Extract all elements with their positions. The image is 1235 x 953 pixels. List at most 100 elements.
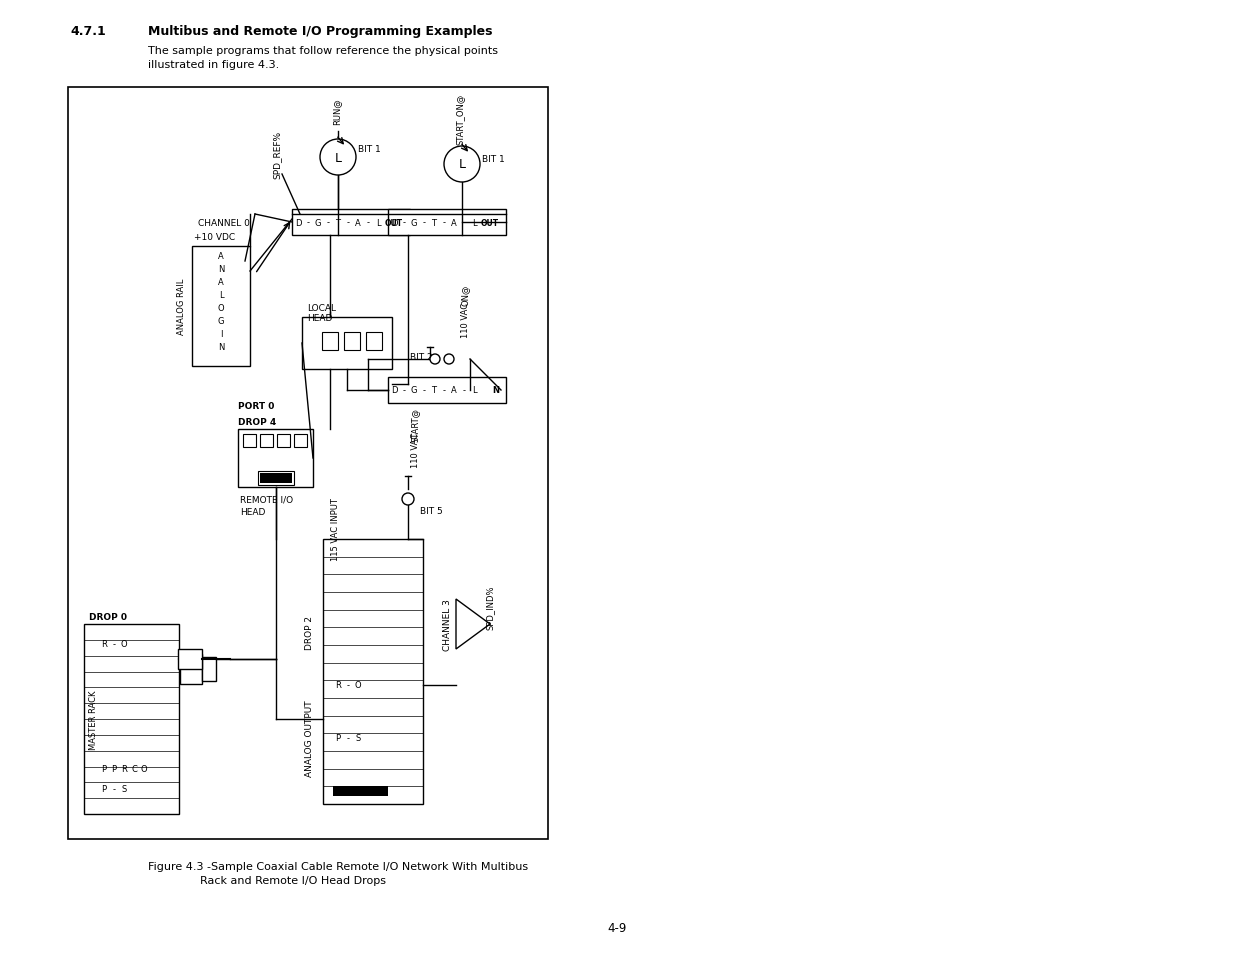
Bar — [180, 655, 203, 684]
Text: -: - — [306, 218, 310, 227]
Text: The sample programs that follow reference the physical points: The sample programs that follow referenc… — [148, 46, 498, 56]
Bar — [258, 472, 294, 485]
Text: -: - — [422, 386, 426, 395]
Text: CHANNEL 0: CHANNEL 0 — [198, 219, 249, 228]
Text: T: T — [431, 386, 436, 395]
Text: O: O — [141, 764, 147, 774]
Text: C: C — [131, 764, 137, 774]
Text: CHANNEL 3: CHANNEL 3 — [443, 598, 452, 650]
Bar — [388, 210, 506, 235]
Text: -: - — [326, 218, 330, 227]
Bar — [277, 435, 290, 448]
Text: Multibus and Remote I/O Programming Examples: Multibus and Remote I/O Programming Exam… — [148, 25, 493, 38]
Text: S: S — [121, 784, 127, 794]
Text: 4.7.1: 4.7.1 — [70, 25, 106, 38]
Bar — [203, 658, 216, 681]
Text: HEAD: HEAD — [308, 314, 332, 323]
Text: P: P — [101, 784, 106, 794]
Text: DROP 2: DROP 2 — [305, 615, 314, 649]
Circle shape — [445, 147, 480, 183]
Text: -: - — [347, 734, 350, 742]
Bar — [178, 649, 203, 669]
Text: -: - — [112, 639, 116, 649]
Text: -: - — [403, 386, 405, 395]
Bar — [366, 333, 382, 351]
Text: PORT 0: PORT 0 — [238, 401, 274, 411]
Text: R: R — [101, 639, 107, 649]
Text: D: D — [390, 218, 398, 227]
Text: N: N — [217, 343, 225, 352]
Text: -: - — [462, 386, 466, 395]
Text: -: - — [347, 218, 350, 227]
Text: Rack and Remote I/O Head Drops: Rack and Remote I/O Head Drops — [200, 875, 387, 885]
Bar — [345, 333, 359, 351]
Bar — [294, 435, 308, 448]
Text: OUT: OUT — [385, 218, 403, 227]
Text: -: - — [347, 680, 350, 690]
Text: O: O — [217, 304, 225, 314]
Text: ANALOG OUTPUT: ANALOG OUTPUT — [305, 700, 314, 777]
Text: A: A — [356, 218, 361, 227]
Text: L: L — [219, 292, 224, 300]
Text: 110 VAC: 110 VAC — [410, 432, 420, 467]
Bar — [388, 377, 506, 403]
Bar — [243, 435, 256, 448]
Bar — [238, 430, 312, 488]
Text: D: D — [390, 386, 398, 395]
Text: Figure 4.3 -Sample Coaxial Cable Remote I/O Network With Multibus: Figure 4.3 -Sample Coaxial Cable Remote … — [148, 862, 529, 871]
Text: L: L — [375, 218, 380, 227]
Text: RUN@: RUN@ — [332, 98, 341, 125]
Bar — [324, 539, 424, 804]
Text: N: N — [493, 386, 499, 395]
Text: R: R — [335, 680, 341, 690]
Text: G: G — [217, 317, 225, 326]
Bar — [333, 786, 388, 796]
Text: -: - — [442, 386, 446, 395]
Text: A: A — [451, 218, 457, 227]
Text: A: A — [451, 386, 457, 395]
Text: T: T — [431, 218, 436, 227]
Bar — [261, 435, 273, 448]
Text: 115 VAC INPUT: 115 VAC INPUT — [331, 498, 340, 561]
Text: P: P — [336, 734, 341, 742]
Text: BIT 1: BIT 1 — [358, 146, 380, 154]
Text: L: L — [472, 386, 477, 395]
Bar — [68, 88, 548, 840]
Text: -: - — [422, 218, 426, 227]
Text: DROP 0: DROP 0 — [89, 613, 127, 621]
Text: START_ON@: START_ON@ — [456, 93, 466, 145]
Text: DROP 4: DROP 4 — [238, 417, 277, 427]
Text: BIT 2: BIT 2 — [410, 354, 432, 362]
Text: P: P — [111, 764, 116, 774]
Text: BIT 1: BIT 1 — [482, 155, 505, 164]
Text: A: A — [219, 278, 224, 287]
Text: SPD_REF%: SPD_REF% — [273, 131, 282, 179]
Text: -: - — [462, 218, 466, 227]
Text: LOCAL: LOCAL — [308, 304, 336, 313]
Text: N: N — [217, 265, 225, 274]
Circle shape — [320, 140, 356, 175]
Text: OUT: OUT — [480, 218, 499, 227]
Text: REMOTE I/O: REMOTE I/O — [240, 496, 293, 504]
Text: BIT 5: BIT 5 — [420, 507, 443, 516]
Bar — [84, 624, 179, 814]
Text: L: L — [472, 218, 477, 227]
Text: MASTER RACK: MASTER RACK — [89, 690, 99, 749]
Text: G: G — [315, 218, 321, 227]
Circle shape — [445, 355, 454, 365]
Text: HEAD: HEAD — [240, 507, 266, 517]
Circle shape — [430, 355, 440, 365]
Text: -: - — [367, 218, 369, 227]
Circle shape — [403, 494, 414, 505]
Text: T: T — [336, 218, 341, 227]
Bar — [322, 333, 338, 351]
Text: SPD_IND%: SPD_IND% — [487, 585, 495, 630]
Text: S: S — [356, 734, 361, 742]
Bar — [191, 247, 249, 367]
Text: G: G — [411, 218, 417, 227]
Text: START@: START@ — [410, 408, 420, 441]
Text: -: - — [403, 218, 405, 227]
Text: A: A — [219, 253, 224, 261]
Text: I: I — [220, 330, 222, 339]
Text: G: G — [411, 386, 417, 395]
